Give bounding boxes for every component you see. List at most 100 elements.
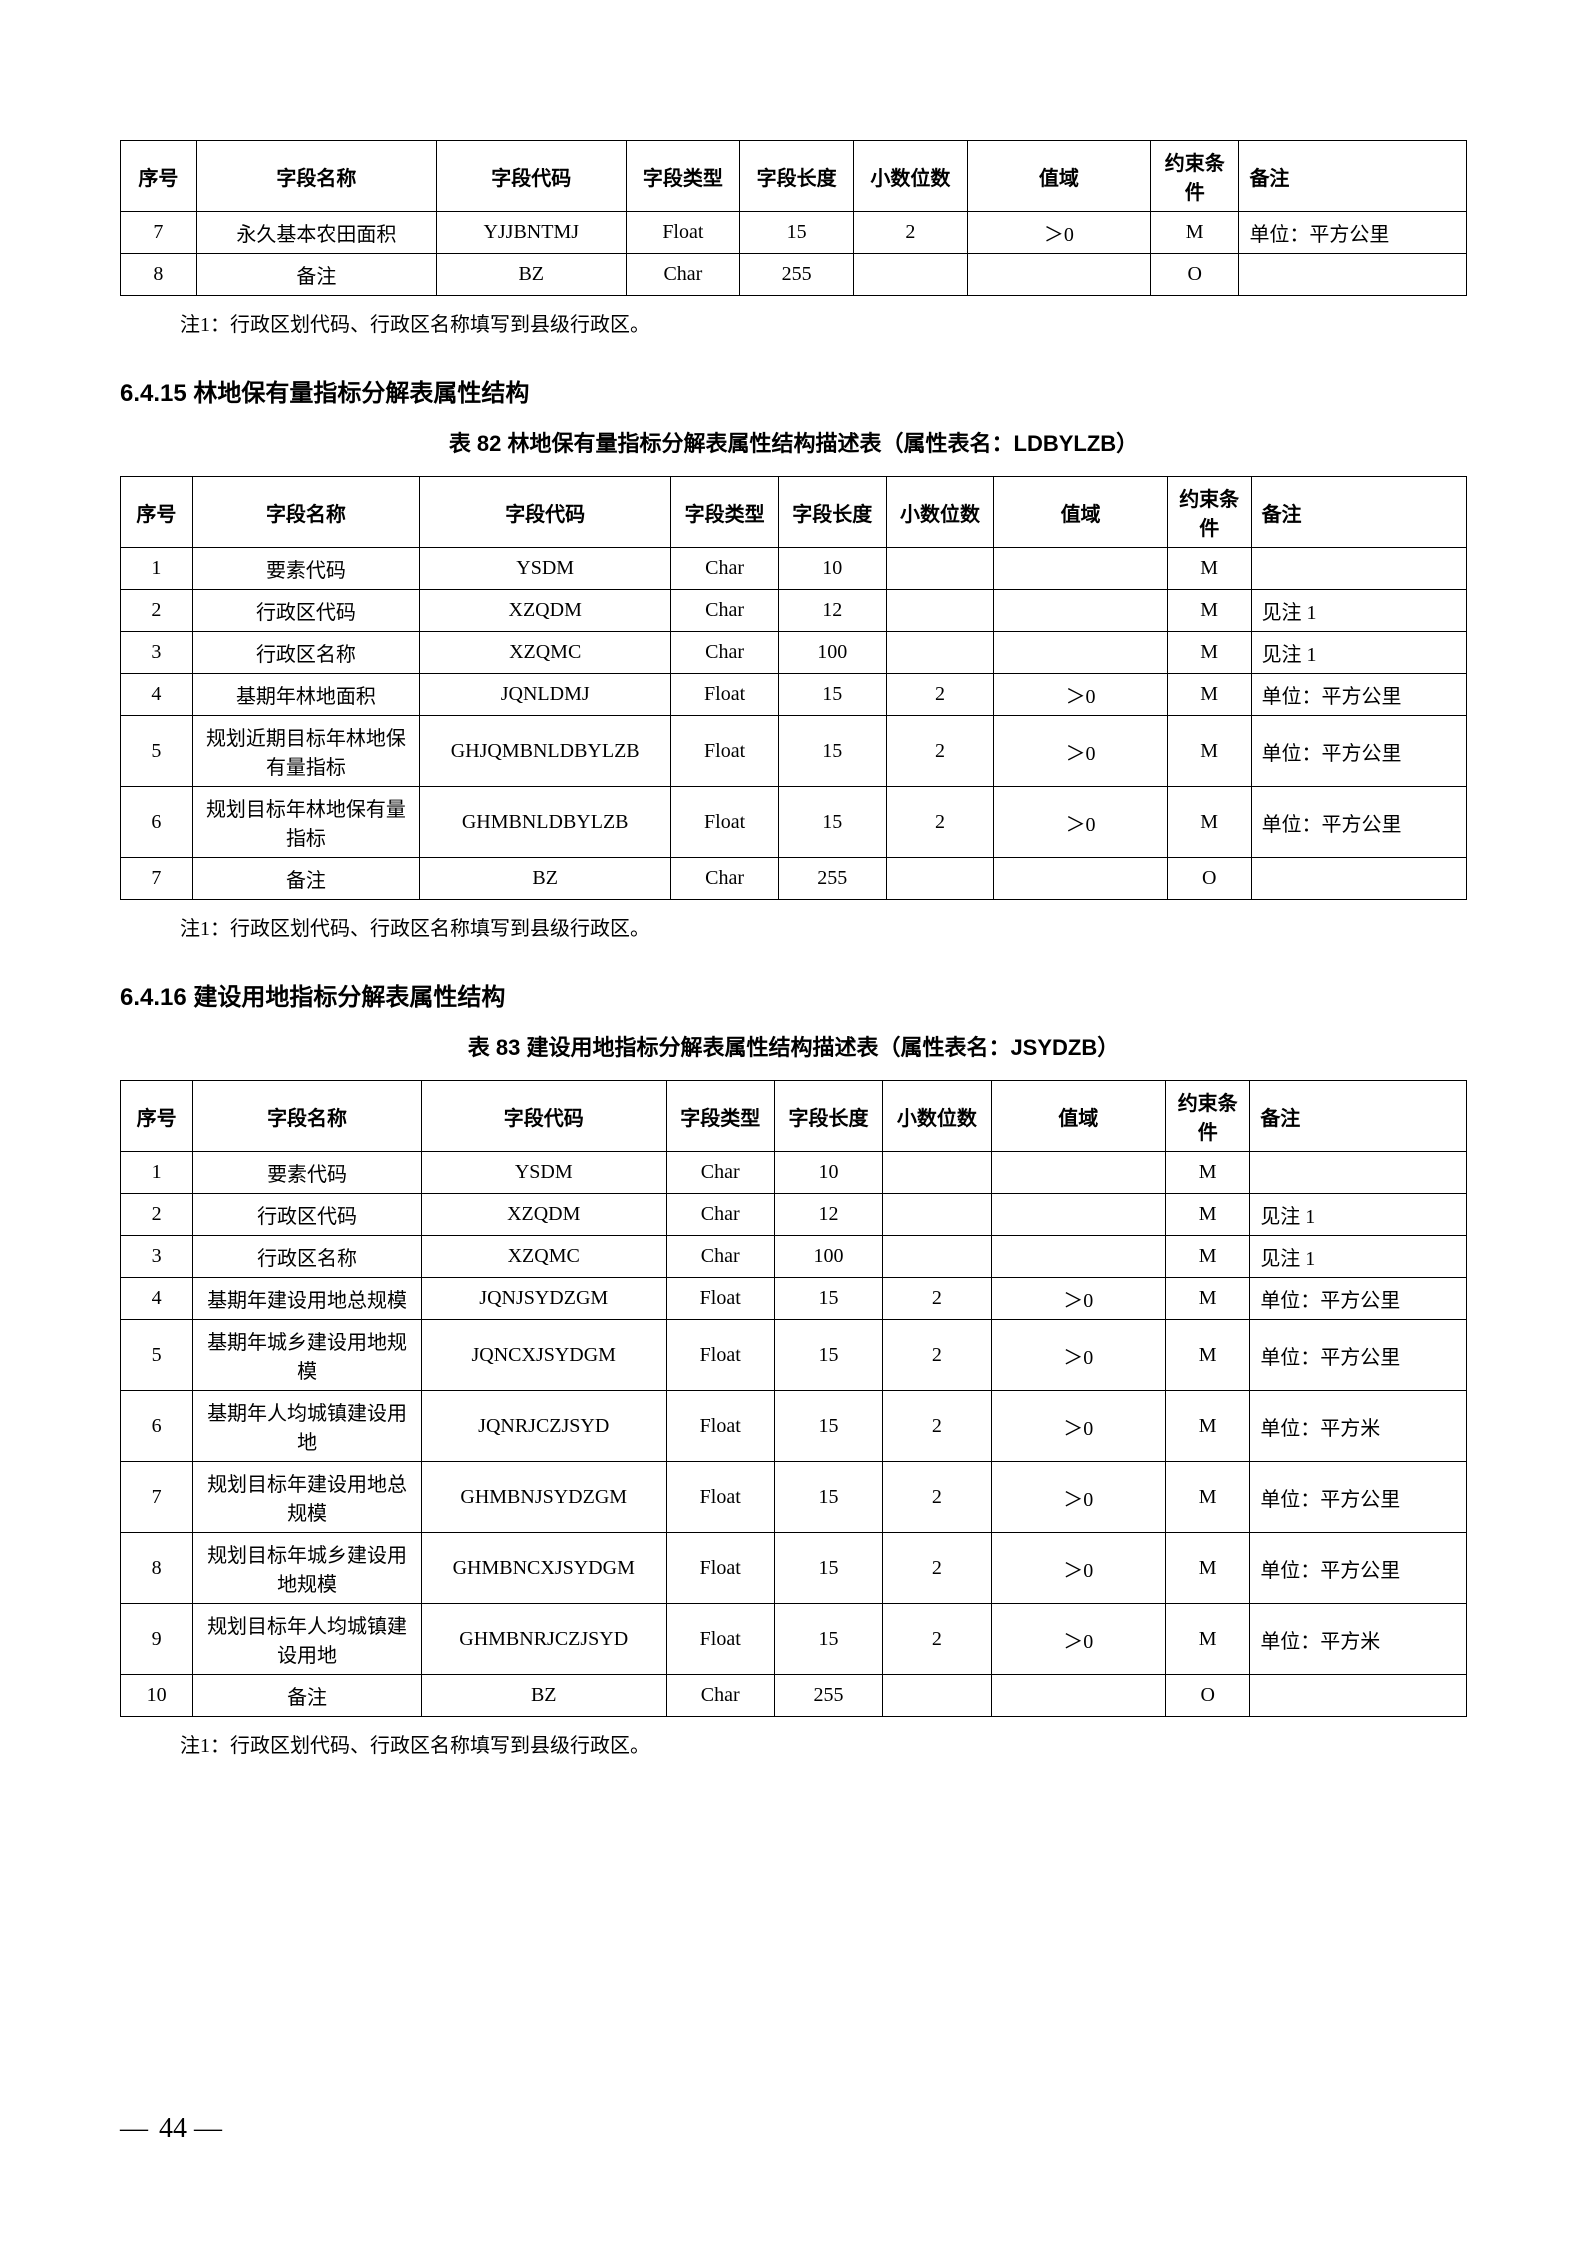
table-cell: Float xyxy=(666,1320,774,1391)
table-cell: ＞0 xyxy=(991,1604,1166,1675)
table-cell: 规划目标年建设用地总规模 xyxy=(193,1462,422,1533)
table-cell: Char xyxy=(671,632,779,674)
th-remark: 备注 xyxy=(1251,477,1466,548)
table-row: 5规划近期目标年林地保有量指标GHJQMBNLDBYLZBFloat152＞0M… xyxy=(121,716,1467,787)
table2-note: 注1：行政区划代码、行政区名称填写到县级行政区。 xyxy=(180,912,1467,941)
table-cell xyxy=(967,254,1150,296)
table-row: 9规划目标年人均城镇建设用地GHMBNRJCZJSYDFloat152＞0M单位… xyxy=(121,1604,1467,1675)
table-header-row: 序号 字段名称 字段代码 字段类型 字段长度 小数位数 值域 约束条件 备注 xyxy=(121,141,1467,212)
table-cell: Float xyxy=(626,212,740,254)
table-cell: 15 xyxy=(740,212,854,254)
table-cell: 15 xyxy=(774,1533,882,1604)
table-cell: 3 xyxy=(121,632,193,674)
table-cell xyxy=(1239,254,1467,296)
table-cell: 单位：平方公里 xyxy=(1251,674,1466,716)
th-code: 字段代码 xyxy=(420,477,671,548)
table-cell: 行政区代码 xyxy=(193,1194,422,1236)
table-cell: 单位：平方公里 xyxy=(1251,716,1466,787)
table-header-row: 序号 字段名称 字段代码 字段类型 字段长度 小数位数 值域 约束条件 备注 xyxy=(121,1081,1467,1152)
table-cell xyxy=(994,590,1167,632)
table-cell: JQNCXJSYDGM xyxy=(421,1320,666,1391)
table-cell: Float xyxy=(671,716,779,787)
table-cell: M xyxy=(1167,674,1251,716)
table-cell: 单位：平方公里 xyxy=(1250,1278,1467,1320)
table-cell: 2 xyxy=(886,674,994,716)
table-row: 6基期年人均城镇建设用地JQNRJCZJSYDFloat152＞0M单位：平方米 xyxy=(121,1391,1467,1462)
table-cell xyxy=(991,1236,1166,1278)
section-6-4-16: 6.4.16 建设用地指标分解表属性结构 表 83 建设用地指标分解表属性结构描… xyxy=(120,977,1467,1758)
table-row: 7备注BZChar255O xyxy=(121,858,1467,900)
th-code: 字段代码 xyxy=(436,141,626,212)
th-constraint: 约束条件 xyxy=(1150,141,1238,212)
table-cell: 单位：平方公里 xyxy=(1250,1462,1467,1533)
table-cell: 10 xyxy=(121,1675,193,1717)
table-cell xyxy=(853,254,967,296)
table-cell: 1 xyxy=(121,1152,193,1194)
table-cell: 基期年人均城镇建设用地 xyxy=(193,1391,422,1462)
table-cell: 2 xyxy=(886,787,994,858)
table-cell: 15 xyxy=(778,674,886,716)
table-cell: 单位：平方公里 xyxy=(1250,1320,1467,1391)
table-cell: 要素代码 xyxy=(192,548,419,590)
table-cell: 行政区代码 xyxy=(192,590,419,632)
table-row: 3行政区名称XZQMCChar100M见注 1 xyxy=(121,1236,1467,1278)
th-name: 字段名称 xyxy=(196,141,436,212)
table-cell: 15 xyxy=(774,1278,882,1320)
table-row: 7永久基本农田面积YJJBNTMJFloat152＞0M单位：平方公里 xyxy=(121,212,1467,254)
table-cell: 见注 1 xyxy=(1251,590,1466,632)
table-cell: 基期年林地面积 xyxy=(192,674,419,716)
table-cell: Char xyxy=(671,858,779,900)
table-cell: 3 xyxy=(121,1236,193,1278)
table-cell: 100 xyxy=(774,1236,882,1278)
table-cell: 7 xyxy=(121,858,193,900)
table-cell: BZ xyxy=(421,1675,666,1717)
table-row: 1要素代码YSDMChar10M xyxy=(121,548,1467,590)
table-cell: 规划近期目标年林地保有量指标 xyxy=(192,716,419,787)
table-cell: ＞0 xyxy=(991,1462,1166,1533)
table-cell: 行政区名称 xyxy=(193,1236,422,1278)
table1-note: 注1：行政区划代码、行政区名称填写到县级行政区。 xyxy=(180,308,1467,337)
table2: 序号 字段名称 字段代码 字段类型 字段长度 小数位数 值域 约束条件 备注 1… xyxy=(120,476,1467,900)
table-cell: M xyxy=(1167,632,1251,674)
table-cell: M xyxy=(1166,1320,1250,1391)
table-cell xyxy=(883,1675,991,1717)
table-cell: 规划目标年城乡建设用地规模 xyxy=(193,1533,422,1604)
th-dec: 小数位数 xyxy=(883,1081,991,1152)
table-cell: 见注 1 xyxy=(1251,632,1466,674)
table-cell: 12 xyxy=(778,590,886,632)
table-cell: 15 xyxy=(778,716,886,787)
th-domain: 值域 xyxy=(967,141,1150,212)
table3-body: 1要素代码YSDMChar10M2行政区代码XZQDMChar12M见注 13行… xyxy=(121,1152,1467,1717)
table-cell: 255 xyxy=(778,858,886,900)
th-dec: 小数位数 xyxy=(853,141,967,212)
table-cell: 单位：平方公里 xyxy=(1250,1533,1467,1604)
th-name: 字段名称 xyxy=(192,477,419,548)
th-remark: 备注 xyxy=(1250,1081,1467,1152)
table-cell: Float xyxy=(666,1278,774,1320)
table-cell: 备注 xyxy=(192,858,419,900)
table-cell: 15 xyxy=(774,1462,882,1533)
table-cell: 8 xyxy=(121,254,197,296)
table-cell xyxy=(994,548,1167,590)
table-cell: ＞0 xyxy=(994,716,1167,787)
table-cell: 10 xyxy=(774,1152,882,1194)
table-cell: M xyxy=(1166,1391,1250,1462)
table-cell: M xyxy=(1150,212,1238,254)
table-cell: ＞0 xyxy=(991,1278,1166,1320)
table-cell: Float xyxy=(671,674,779,716)
table-cell: 7 xyxy=(121,212,197,254)
table-cell xyxy=(1250,1675,1467,1717)
table-cell xyxy=(991,1194,1166,1236)
table-cell: 单位：平方公里 xyxy=(1251,787,1466,858)
table-cell: JQNJSYDZGM xyxy=(421,1278,666,1320)
table-cell: Char xyxy=(666,1675,774,1717)
table-cell xyxy=(991,1152,1166,1194)
table-cell: Char xyxy=(666,1194,774,1236)
table-cell xyxy=(886,632,994,674)
table-cell: 7 xyxy=(121,1462,193,1533)
th-type: 字段类型 xyxy=(626,141,740,212)
table-cell: 规划目标年人均城镇建设用地 xyxy=(193,1604,422,1675)
table-cell xyxy=(886,590,994,632)
table-cell: ＞0 xyxy=(991,1391,1166,1462)
th-len: 字段长度 xyxy=(778,477,886,548)
